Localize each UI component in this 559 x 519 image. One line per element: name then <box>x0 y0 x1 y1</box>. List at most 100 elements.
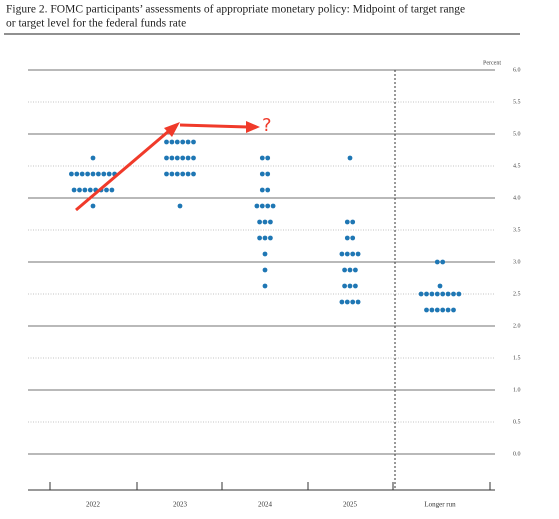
dot <box>262 251 268 257</box>
y-axis-label: Percent <box>483 60 501 66</box>
dot <box>347 267 353 273</box>
dot-row <box>259 155 271 161</box>
grid <box>28 69 495 455</box>
dot <box>429 291 435 297</box>
dot <box>265 171 271 177</box>
dot-row <box>418 291 462 297</box>
y-tick-label: 4.5 <box>513 163 521 169</box>
dot <box>180 155 186 161</box>
dot <box>79 171 85 177</box>
dot <box>350 299 356 305</box>
dot <box>268 219 273 225</box>
dot-row <box>71 187 115 193</box>
dot <box>429 307 435 313</box>
dot <box>262 235 268 241</box>
dot <box>174 171 180 177</box>
dot-row <box>164 139 196 145</box>
dot <box>344 299 350 305</box>
dot-row <box>344 235 356 241</box>
dot <box>174 139 180 145</box>
dot <box>262 267 268 273</box>
dot <box>342 267 347 273</box>
chart-title: Figure 2. FOMC participants’ assessments… <box>6 4 465 16</box>
y-tick-label: 2.0 <box>513 323 521 329</box>
dot <box>71 187 77 193</box>
dot <box>96 171 101 177</box>
annotation-arrows <box>75 121 260 212</box>
dot <box>347 155 353 161</box>
dot <box>445 307 451 313</box>
dot <box>169 171 175 177</box>
chart-title: or target level for the federal funds ra… <box>6 18 186 30</box>
dot <box>353 283 358 289</box>
x-tick-label: 2023 <box>173 501 188 509</box>
dot <box>270 203 276 209</box>
dot <box>259 187 265 193</box>
dot <box>180 139 186 145</box>
dot <box>265 155 271 161</box>
dot-row <box>344 219 356 225</box>
dot <box>434 291 440 297</box>
dot <box>177 203 183 209</box>
dot <box>353 267 358 273</box>
dot <box>339 299 345 305</box>
dot <box>259 171 265 177</box>
dot <box>90 171 96 177</box>
dot-row <box>339 251 361 257</box>
y-tick-label: 3.0 <box>513 259 521 265</box>
dot <box>85 171 90 177</box>
dot-row <box>262 267 268 273</box>
dot-row <box>257 219 273 225</box>
dot <box>191 171 196 177</box>
y-tick-label: 2.5 <box>513 291 521 297</box>
dot <box>344 235 350 241</box>
dot <box>164 155 169 161</box>
dot <box>440 291 446 297</box>
dot <box>339 251 345 257</box>
dot <box>87 187 93 193</box>
dot <box>434 307 440 313</box>
dot <box>259 155 265 161</box>
dot <box>257 219 262 225</box>
x-tick-label: 2022 <box>86 501 101 509</box>
dot <box>437 283 443 289</box>
dot-row <box>262 283 268 289</box>
dot-row <box>257 235 273 241</box>
dot <box>69 171 74 177</box>
dot <box>445 291 451 297</box>
dot-row <box>437 283 443 289</box>
dots <box>69 139 462 313</box>
dot <box>254 203 260 209</box>
dot <box>90 203 96 209</box>
dot <box>174 155 180 161</box>
dot <box>262 219 268 225</box>
dot <box>257 235 262 241</box>
dot <box>185 139 191 145</box>
dot-row <box>347 155 353 161</box>
x-tick-label: 2025 <box>343 501 358 509</box>
dot-row <box>90 203 96 209</box>
dot-row <box>90 155 96 161</box>
dot <box>451 291 456 297</box>
dot <box>440 259 446 265</box>
dot-row <box>69 171 117 177</box>
dot <box>185 155 191 161</box>
dot-row <box>342 283 358 289</box>
dot <box>109 187 115 193</box>
dot <box>262 283 268 289</box>
y-tick-label: 3.5 <box>513 227 521 233</box>
dot <box>104 187 109 193</box>
dot <box>77 187 82 193</box>
annotation: ? <box>262 115 272 136</box>
dot <box>268 235 273 241</box>
dot <box>424 307 429 313</box>
x-tick-label: 2024 <box>258 501 273 509</box>
y-tick-label: 0.0 <box>513 451 521 457</box>
dot <box>164 139 169 145</box>
dot <box>418 291 424 297</box>
dot <box>185 171 191 177</box>
dot <box>350 235 356 241</box>
dot <box>355 299 361 305</box>
dot <box>456 291 462 297</box>
